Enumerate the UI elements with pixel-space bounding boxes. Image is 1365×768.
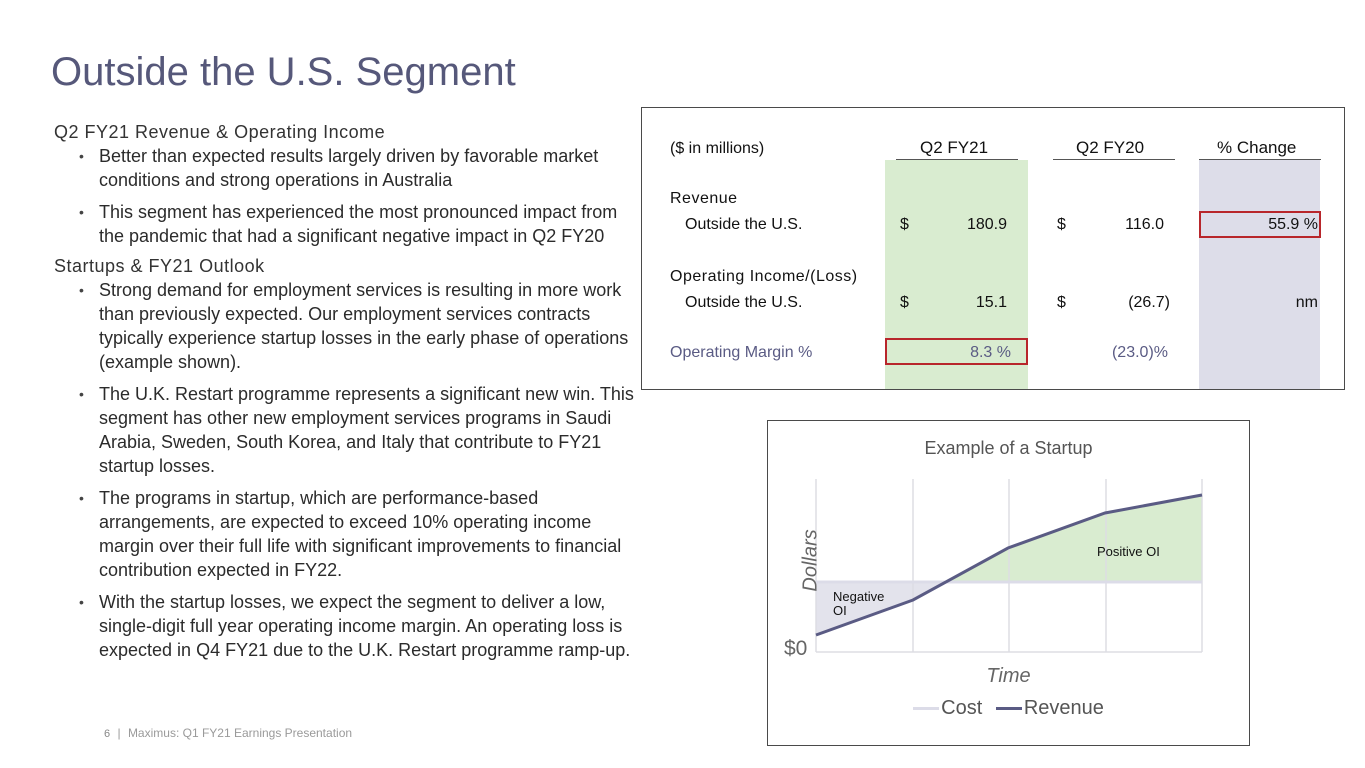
currency-symbol: $: [900, 294, 909, 311]
negative-oi-annotation: Negative OI: [833, 589, 885, 618]
footer-text: Maximus: Q1 FY21 Earnings Presentation: [127, 726, 353, 740]
revenue-line: [815, 493, 1203, 637]
chart-plot: [815, 479, 1203, 653]
financial-table: ($ in millions) Q2 FY21 Q2 FY20 % Change…: [641, 107, 1345, 390]
section-heading: Q2 FY21 Revenue & Operating Income: [54, 122, 386, 142]
bullet-item: • The U.K. Restart programme represents a…: [79, 384, 634, 476]
revenue-swatch-icon: [995, 707, 1022, 711]
bullet-item: • The programs in startup, which are perf…: [79, 488, 622, 580]
bullet-icon: •: [79, 490, 84, 506]
bullet-icon: •: [79, 386, 84, 402]
oi-header: Operating Income/(Loss): [670, 268, 858, 285]
left-content: Q2 FY21 Revenue & Operating Income • Bett…: [54, 120, 634, 670]
bullet-icon: •: [79, 204, 84, 220]
section-heading: Startups & FY21 Outlook: [54, 256, 265, 276]
currency-symbol: $: [1057, 294, 1066, 311]
bullet-icon: •: [79, 282, 84, 298]
revenue-change: 55.9 %: [1268, 216, 1318, 233]
footer-separator: |: [117, 726, 121, 740]
bullet-icon: •: [79, 148, 84, 164]
revenue-change-callout: [1199, 211, 1321, 238]
currency-symbol: $: [1057, 216, 1066, 233]
oi-row-label: Outside the U.S.: [685, 294, 803, 311]
bullet-item: • Better than expected results largely dr…: [79, 146, 599, 190]
currency-symbol: $: [900, 216, 909, 233]
positive-oi-area: [950, 495, 1202, 581]
bullet-item: • With the startup losses, we expect the …: [79, 592, 631, 660]
revenue-row-label: Outside the U.S.: [685, 216, 803, 233]
revenue-header: Revenue: [670, 190, 738, 207]
revenue-q2fy20: 116.0: [1125, 216, 1164, 233]
y-tick-label: $0: [784, 637, 808, 660]
chart-title: Example of a Startup: [924, 438, 1093, 458]
oi-q2fy21: 15.1: [975, 294, 1007, 311]
header-underline: [896, 159, 1018, 160]
legend-item-revenue: Revenue: [995, 697, 1104, 719]
column-header-q2fy20: Q2 FY20: [1076, 138, 1145, 157]
positive-oi-annotation: Positive OI: [1097, 544, 1160, 559]
oi-q2fy20: (26.7): [1128, 294, 1170, 311]
y-axis-label: Dollars: [799, 529, 822, 592]
header-underline: [1053, 159, 1175, 160]
bullet-list: • Better than expected results largely dr…: [54, 144, 634, 248]
page-number: 6: [104, 728, 111, 740]
bullet-item: • This segment has experienced the most p…: [79, 202, 618, 246]
margin-q2fy20: (23.0)%: [1111, 344, 1168, 361]
column-header-q2fy21: Q2 FY21: [920, 138, 989, 157]
x-axis-label: Time: [986, 665, 1031, 687]
chart-legend: Cost Revenue: [768, 697, 1249, 720]
bullet-icon: •: [79, 594, 84, 610]
cost-swatch-icon: [913, 707, 940, 711]
q2fy21-column-highlight: [885, 160, 1028, 389]
bullet-list: • Strong demand for employment services i…: [54, 278, 634, 662]
bullet-item: • Strong demand for employment services i…: [79, 280, 629, 372]
change-column-highlight: [1199, 160, 1320, 389]
oi-change: nm: [1295, 294, 1318, 311]
header-underline: [1199, 159, 1321, 160]
column-header-change: % Change: [1217, 138, 1297, 157]
slide-footer: 6 | Maximus: Q1 FY21 Earnings Presentati…: [104, 726, 352, 740]
startup-chart: Example of a Startup Dollars $0 Negative…: [767, 420, 1250, 746]
revenue-q2fy21: 180.9: [966, 216, 1007, 233]
margin-row-label: Operating Margin %: [670, 344, 813, 361]
margin-q2fy21: 8.3 %: [970, 344, 1011, 361]
legend-item-cost: Cost: [913, 697, 982, 719]
slide-title: Outside the U.S. Segment: [51, 50, 516, 94]
margin-callout: [885, 338, 1028, 365]
units-label: ($ in millions): [670, 140, 765, 157]
